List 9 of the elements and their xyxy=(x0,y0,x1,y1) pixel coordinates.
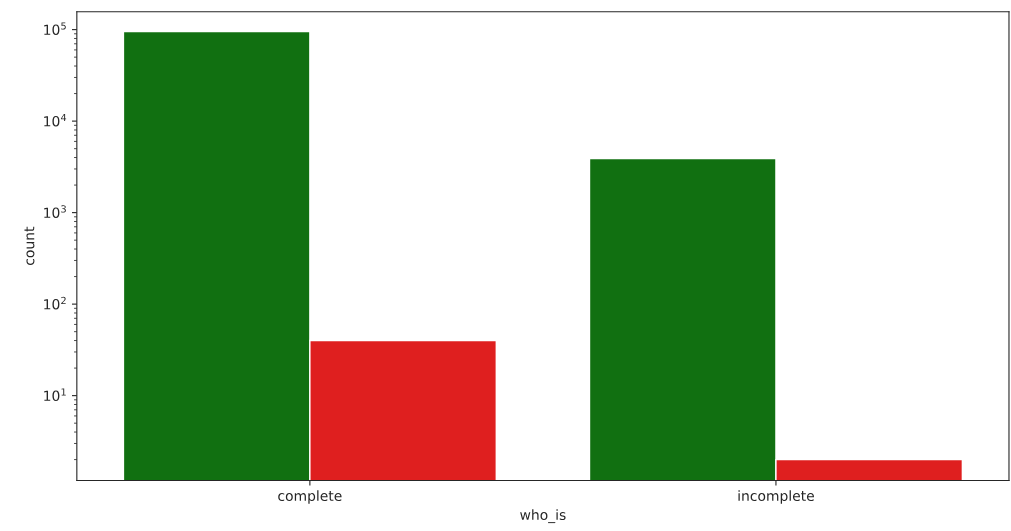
y-axis-title: count xyxy=(24,226,35,265)
x-tick-label: complete xyxy=(278,490,342,504)
x-axis-title: who_is xyxy=(520,509,566,524)
y-tick-label: 10$^{5}$ xyxy=(44,22,66,35)
y-tick-label: 10$^{2}$ xyxy=(44,296,66,310)
y-tick-label: 10$^{3}$ xyxy=(44,205,66,218)
y-tick-label: 10$^{1}$ xyxy=(44,388,66,402)
y-tick-label: 10$^{4}$ xyxy=(44,113,67,127)
x-tick-label: incomplete xyxy=(738,490,814,504)
